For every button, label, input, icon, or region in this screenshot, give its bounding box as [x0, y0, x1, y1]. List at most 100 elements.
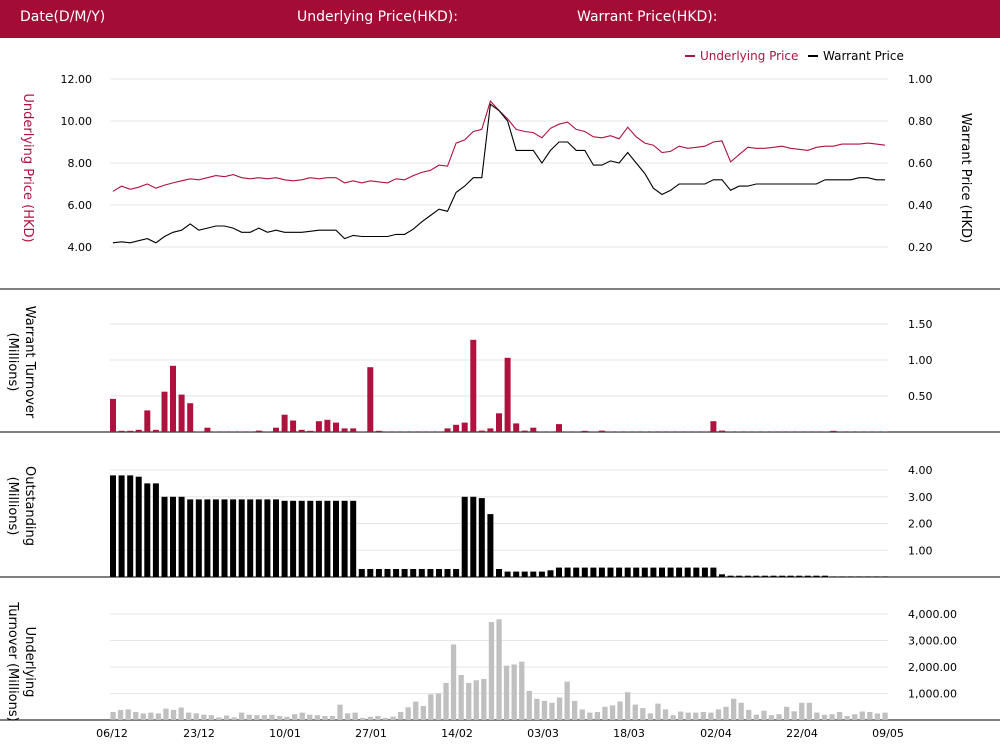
outstanding-bar [667, 567, 674, 577]
underlying-turnover-bar [246, 714, 252, 720]
outstanding-bar [418, 569, 425, 577]
underlying-price-label: Underlying Price(HKD): [297, 9, 458, 25]
chart-area: 12.00 1.00 10.00 0.80 8.00 0.60 6.00 0.40 4.00 0.… [0, 49, 1000, 740]
warrant-turnover-bar [744, 431, 751, 432]
underlying-turnover-bar [261, 715, 267, 720]
outstanding-bar [616, 567, 623, 577]
underlying-turnover-bar [276, 716, 283, 720]
warrant-turnover-bar [152, 429, 159, 432]
underlying-turnover-bar [844, 716, 850, 720]
outstanding-bar [436, 569, 442, 577]
warrant-turnover-bar [110, 398, 116, 432]
underlying-turnover-bar [201, 714, 207, 720]
underlying-turnover-bar [655, 703, 661, 720]
y-right-tick-label: 0.80 [908, 115, 933, 128]
underlying-turnover-bar [140, 713, 146, 720]
underlying-turnover-bar [579, 709, 585, 720]
underlying-turnover-bar [526, 690, 532, 720]
outstanding-bar [547, 570, 554, 577]
warrant-turnover-bar [581, 430, 588, 432]
outstanding-bar [170, 496, 176, 577]
outstanding-bar [581, 567, 588, 577]
underlying-turnover-bar [715, 709, 722, 720]
y-left-tick-label: 10.00 [61, 115, 93, 128]
underlying-turnover-bar [352, 712, 358, 720]
outstanding-bar [736, 575, 743, 577]
underlying-turnover-bar [117, 709, 124, 720]
underlying-turnover-bar [678, 711, 684, 720]
outstanding-bar [290, 500, 297, 577]
date-label: Date(D/M/Y) [20, 9, 106, 25]
outstanding-bar [118, 475, 125, 577]
warrant-turnover-bar [573, 431, 580, 432]
outstanding-bar [453, 569, 460, 577]
underlying-turnover-bar [685, 712, 691, 720]
outstanding-bar [727, 575, 734, 577]
underlying-turnover-bar [753, 714, 759, 720]
outstanding-bar [273, 499, 279, 577]
underlying-turnover-bar [511, 664, 517, 720]
warrant-turnover-bar [418, 431, 425, 432]
underlying-turnover-bar [405, 707, 411, 720]
outstanding-bar [530, 571, 537, 577]
underlying-turnover-bar [420, 706, 426, 720]
underlying-turnover-bar [776, 714, 782, 720]
warrant-turnover-bar [315, 421, 322, 432]
warrant-turnover-bar [693, 431, 700, 432]
outstanding-bar [710, 567, 717, 577]
warrant-turnover-bar [212, 431, 219, 432]
underlying-turnover-bar [125, 709, 131, 720]
underlying-turnover-bar [382, 717, 389, 720]
outstanding-bar [487, 514, 494, 577]
underlying-turnover-bar [481, 678, 487, 720]
outstanding-bar [684, 567, 691, 577]
underlying-turnover-bar [178, 707, 184, 720]
underlying-turnover-bar [375, 716, 381, 720]
underlying-turnover-bar [784, 706, 790, 720]
outstanding-bar [633, 567, 640, 577]
warrant-turnover-bar [701, 431, 708, 432]
outstanding-bar [324, 500, 331, 577]
outstanding-bar [135, 476, 142, 577]
x-tick-label: 06/12 [96, 727, 128, 740]
warrant-turnover-bar [264, 431, 271, 432]
warrant-price-label: Warrant Price(HKD): [577, 9, 718, 25]
outstanding-bar [496, 569, 502, 577]
warrant-turnover-axis-label: Warrant Turnover [22, 306, 37, 419]
underlying-turnover-bar [768, 715, 775, 720]
underlying-turnover-bar [133, 712, 139, 720]
outstanding-bar [230, 499, 237, 577]
underlying-turnover-bar [148, 712, 154, 720]
warrant-turnover-bar [659, 431, 665, 432]
warrant-turnover-bar [281, 414, 288, 432]
outstanding-bar [856, 576, 863, 577]
warrant-turnover-bar [298, 429, 305, 432]
underlying-turnover-bar [738, 702, 744, 720]
warrant-turnover-bar [384, 431, 391, 432]
outstanding-tick-label: 2.00 [908, 518, 933, 531]
warrant-turnover-bar [667, 431, 674, 432]
legend-label-warrant: Warrant Price [823, 49, 904, 63]
underlying-turnover-bar [170, 709, 177, 720]
y-left-tick-label: 8.00 [68, 157, 93, 170]
underlying-turnover-bar [874, 713, 881, 720]
underlying-turnover-bar [867, 712, 873, 720]
warrant-turnover-tick-label: 0.50 [908, 390, 933, 403]
outstanding-bar [607, 567, 614, 577]
warrant-turnover-bar [607, 431, 614, 432]
warrant-turnover-bar [221, 431, 228, 432]
outstanding-bar [556, 567, 562, 577]
outstanding-bar [393, 569, 400, 577]
underlying-turnover-bar [821, 714, 828, 720]
outstanding-bar [204, 499, 211, 577]
outstanding-bar [744, 575, 751, 577]
y-right-tick-label: 0.40 [908, 199, 933, 212]
warrant-turnover-bar [650, 431, 657, 432]
outstanding-bar [676, 567, 683, 577]
underlying-turnover-bar [345, 713, 351, 720]
outstanding-bar [461, 496, 468, 577]
underlying-turnover-bar [208, 715, 214, 720]
underlying-turnover-bar [329, 716, 336, 720]
underlying-turnover-bar [443, 682, 449, 720]
warrant-turnover-bar [564, 431, 571, 432]
